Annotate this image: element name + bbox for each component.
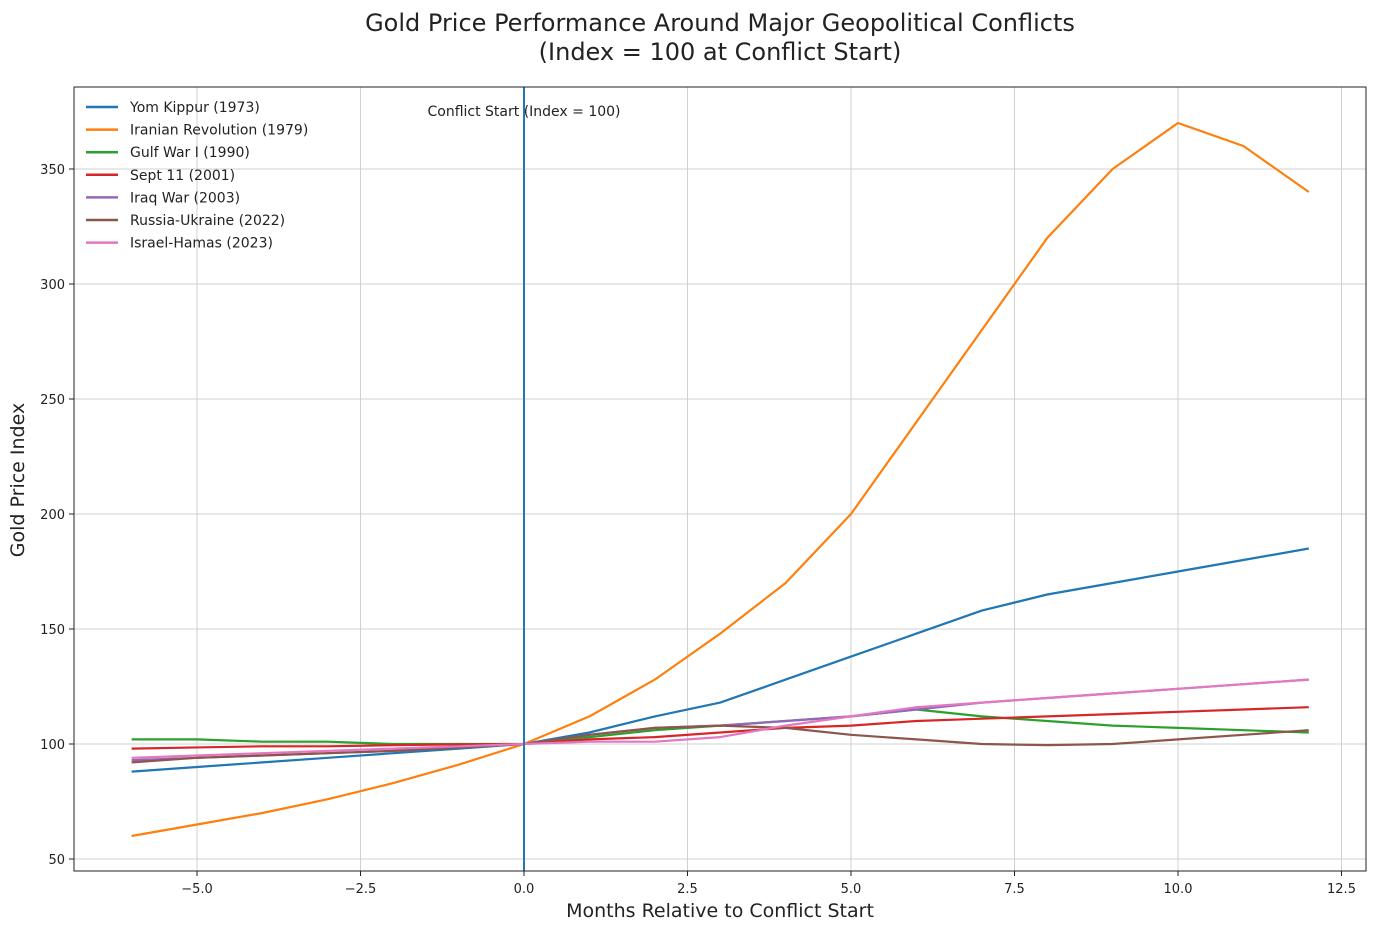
- legend: Yom Kippur (1973) Iranian Revolution (197…: [86, 100, 308, 252]
- series-line-3: [131, 706, 1309, 750]
- legend-label: Gulf War I (1990): [130, 145, 250, 161]
- x-axis-label: Months Relative to Conflict Start: [566, 900, 874, 922]
- x-tick-label: 12.5: [1327, 882, 1356, 897]
- x-tick-label: 5.0: [841, 882, 862, 897]
- x-tick-label: 7.5: [1004, 882, 1025, 897]
- grid: [74, 87, 1366, 871]
- legend-label: Russia-Ukraine (2022): [130, 213, 285, 229]
- conflict-start-annotation: Conflict Start (Index = 100): [427, 104, 620, 120]
- series-line-6: [131, 678, 1309, 759]
- x-tick-label: −2.5: [345, 882, 377, 897]
- legend-label: Sept 11 (2001): [130, 168, 235, 184]
- chart-subtitle: (Index = 100 at Conflict Start): [539, 38, 902, 66]
- y-tick-label: 50: [48, 853, 65, 868]
- plot-frame: [73, 86, 1367, 872]
- series-line-0: [131, 547, 1309, 773]
- legend-label: Iranian Revolution (1979): [130, 123, 308, 139]
- series-line-2: [131, 708, 1309, 746]
- y-axis-label: Gold Price Index: [7, 403, 29, 557]
- y-tick-label: 200: [40, 508, 65, 523]
- y-tick-label: 300: [40, 278, 65, 293]
- series-line-1: [131, 121, 1310, 838]
- y-tick-label: 150: [40, 623, 65, 638]
- ticks: −5.0 −2.5 0.0 2.5 5.0 7.5 10.0 12.5 50 100 150 200 2…: [40, 163, 1356, 897]
- y-tick-label: 100: [40, 738, 65, 753]
- x-tick-label: −5.0: [181, 882, 213, 897]
- x-tick-label: 0.0: [514, 882, 535, 897]
- series-line-5: [131, 724, 1309, 764]
- chart-title: Gold Price Performance Around Major Geop…: [365, 9, 1075, 37]
- legend-label: Iraq War (2003): [130, 190, 240, 206]
- x-tick-label: 10.0: [1164, 882, 1193, 897]
- x-tick-label: 2.5: [677, 882, 698, 897]
- y-tick-label: 350: [40, 163, 65, 178]
- legend-label: Israel-Hamas (2023): [130, 236, 273, 252]
- series-lines: [131, 121, 1310, 838]
- y-tick-label: 250: [40, 393, 65, 408]
- legend-label: Yom Kippur (1973): [129, 100, 260, 116]
